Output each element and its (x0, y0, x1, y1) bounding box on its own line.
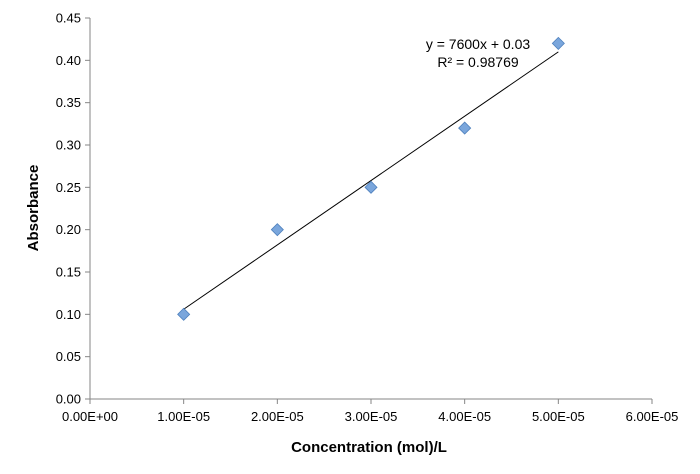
data-point (270, 223, 284, 237)
y-tick-label: 0.40 (56, 53, 81, 68)
y-tick-label: 0.20 (56, 222, 81, 237)
x-tick-label: 1.00E-05 (157, 409, 210, 424)
y-tick-label: 0.25 (56, 180, 81, 195)
data-points (177, 36, 565, 321)
x-tick-label: 2.00E-05 (251, 409, 304, 424)
trendline-equation: y = 7600x + 0.03 (426, 36, 531, 52)
x-tick-label: 4.00E-05 (438, 409, 491, 424)
y-tick-label: 0.45 (56, 11, 81, 26)
x-tick-label: 3.00E-05 (345, 409, 398, 424)
x-axis-title: Concentration (mol)/L (291, 439, 447, 456)
y-axis-title: Absorbance (25, 165, 42, 252)
axes (89, 18, 652, 400)
y-tick-label: 0.00 (56, 392, 81, 407)
y-tick-label: 0.05 (56, 349, 81, 364)
trendline (183, 51, 559, 310)
y-tick-label: 0.15 (56, 265, 81, 280)
data-point (551, 36, 565, 50)
y-tick-label: 0.10 (56, 307, 81, 322)
x-tick-label: 6.00E-05 (626, 409, 679, 424)
y-ticks: 0.00 0.05 0.10 0.15 0.20 0.25 0.30 0.35 0.40 0.45 (56, 11, 90, 407)
data-point (177, 307, 191, 321)
trendline-group (183, 51, 559, 310)
trendline-r-squared: R² = 0.98769 (437, 54, 519, 70)
x-tick-label: 0.00E+00 (62, 409, 118, 424)
y-tick-label: 0.35 (56, 95, 81, 110)
data-point (458, 121, 472, 135)
x-tick-label: 5.00E-05 (532, 409, 585, 424)
x-ticks: 0.00E+00 1.00E-05 2.00E-05 3.00E-05 4.00E-05… (62, 399, 678, 424)
data-point (364, 180, 378, 194)
y-tick-label: 0.30 (56, 138, 81, 153)
